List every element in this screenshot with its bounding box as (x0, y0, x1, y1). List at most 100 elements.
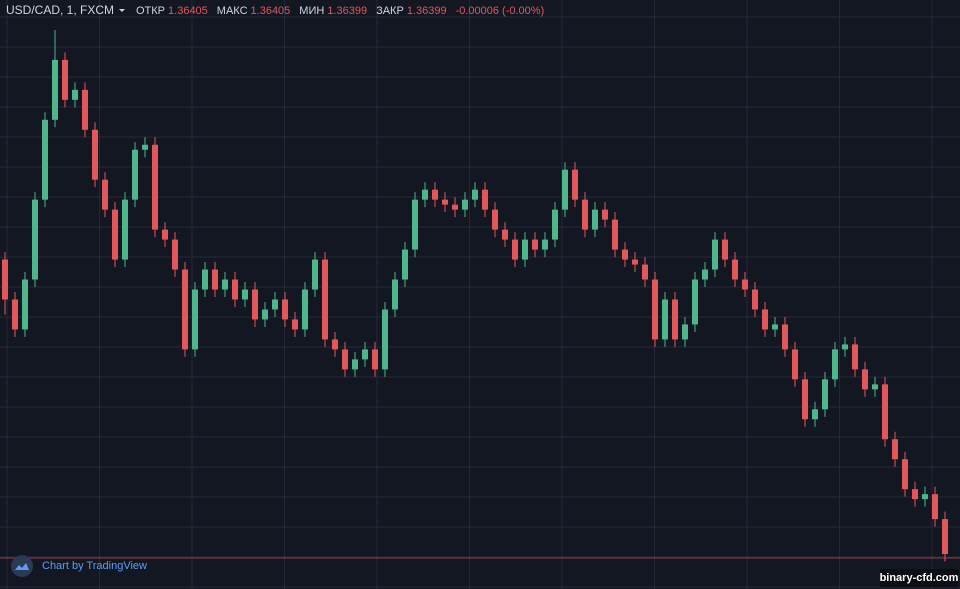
candle-body (672, 299, 678, 340)
candle-body (802, 379, 808, 420)
candle-body (882, 384, 888, 440)
candle-body (662, 299, 668, 340)
candle-body (102, 179, 108, 210)
candle-body (542, 239, 548, 250)
candle-body (902, 459, 908, 490)
candle-body (62, 59, 68, 100)
candle-body (302, 289, 308, 330)
legend-label: ОТКР (136, 5, 165, 17)
candle-body (742, 279, 748, 290)
legend-label: МИН (299, 5, 324, 17)
candle-body (552, 209, 558, 240)
candle-body (692, 279, 698, 325)
candle-body (422, 189, 428, 200)
candle-body (532, 239, 538, 250)
legend-label: МАКС (217, 5, 248, 17)
candle-body (862, 369, 868, 390)
candle-body (492, 209, 498, 230)
candle-body (352, 359, 358, 370)
candle-body (582, 199, 588, 230)
candle-body (262, 309, 268, 320)
symbol[interactable]: USD/CAD, 1, FXCM (6, 3, 114, 17)
candle-body (122, 199, 128, 260)
candle-body (602, 209, 608, 220)
legend: ОТКР 1.36405 МАКС 1.36405 МИН 1.36399 ЗАКР 1.36… (136, 5, 544, 17)
candle-body (242, 289, 248, 300)
candle-body (562, 169, 568, 210)
candle-body (732, 259, 738, 280)
candle-body (442, 199, 448, 205)
candles (2, 29, 948, 562)
candle-body (452, 204, 458, 210)
candle-body (322, 259, 328, 340)
watermark-bg (880, 569, 958, 587)
candle-body (312, 259, 318, 290)
candle-body (762, 309, 768, 330)
candle-body (142, 144, 148, 150)
candle-body (612, 219, 618, 250)
legend-value: 1.36405 (168, 5, 208, 17)
candle-body (702, 269, 708, 280)
candle-body (722, 239, 728, 260)
candle-body (522, 239, 528, 260)
candle-body (842, 344, 848, 350)
candle-body (202, 269, 208, 290)
candle-body (652, 279, 658, 340)
candle-body (32, 199, 38, 280)
candle-body (892, 439, 898, 460)
candle-body (872, 384, 878, 390)
candle-body (792, 349, 798, 380)
candle-body (52, 59, 58, 120)
candle-body (22, 279, 28, 330)
candle-body (362, 349, 368, 360)
candle-body (812, 409, 818, 420)
change: -0.00006 (-0.00%) (456, 5, 545, 17)
candle-body (132, 149, 138, 200)
candle-body (72, 89, 78, 100)
candle-body (502, 229, 508, 240)
candle-body (912, 489, 918, 500)
candle-body (182, 269, 188, 350)
candle-body (282, 299, 288, 320)
tradingview-logo[interactable] (11, 555, 33, 577)
candle-body (152, 144, 158, 230)
candle-body (252, 289, 258, 320)
candle-body (432, 189, 438, 200)
candle-body (392, 279, 398, 310)
legend-value: 1.36399 (327, 5, 367, 17)
candle-body (592, 209, 598, 230)
candle-body (752, 289, 758, 310)
watermark: binary-cfd.com (880, 572, 959, 584)
candle-body (172, 239, 178, 270)
candle-body (632, 259, 638, 265)
candle-body (572, 169, 578, 200)
candle-body (162, 229, 168, 240)
candle-body (42, 119, 48, 200)
candle-body (822, 379, 828, 410)
symbol-caret[interactable] (119, 9, 125, 12)
legend-value: 1.36399 (407, 5, 447, 17)
candle-body (462, 199, 468, 210)
candle-body (512, 239, 518, 260)
candle-body (412, 199, 418, 250)
candle-body (942, 519, 948, 555)
attribution[interactable]: Chart by TradingView (42, 560, 147, 572)
candle-body (382, 309, 388, 370)
candle-body (932, 494, 938, 520)
candle-body (852, 344, 858, 370)
candle-body (922, 494, 928, 500)
candle-body (832, 349, 838, 380)
candle-body (12, 299, 18, 330)
candle-body (212, 269, 218, 290)
candle-body (82, 89, 88, 130)
logo-icon (15, 563, 29, 570)
candle-body (472, 189, 478, 200)
legend-value: 1.36405 (251, 5, 291, 17)
candle-body (112, 209, 118, 260)
candle-body (342, 349, 348, 370)
candle-body (292, 319, 298, 330)
candle-body (642, 264, 648, 280)
